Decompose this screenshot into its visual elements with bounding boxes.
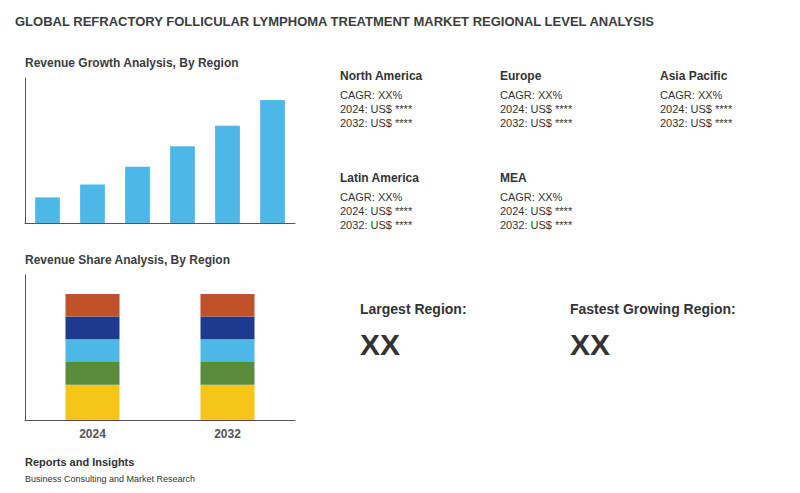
svg-text:2024: US$ ****: 2024: US$ **** [660,103,733,115]
svg-text:Largest Region:: Largest Region: [360,301,467,317]
svg-text:Revenue Share Analysis, By Reg: Revenue Share Analysis, By Region [25,253,230,267]
svg-text:CAGR: XX%: CAGR: XX% [500,191,563,203]
svg-text:Europe: Europe [500,69,542,83]
svg-text:CAGR: XX%: CAGR: XX% [660,89,723,101]
svg-text:Latin America: Latin America [340,171,419,185]
svg-text:Reports and Insights: Reports and Insights [25,456,134,468]
svg-text:2032: US$ ****: 2032: US$ **** [660,117,733,129]
svg-text:CAGR: XX%: CAGR: XX% [340,191,403,203]
svg-text:CAGR: XX%: CAGR: XX% [500,89,563,101]
svg-text:North America: North America [340,69,423,83]
svg-text:2024: US$ ****: 2024: US$ **** [340,103,413,115]
svg-text:Business Consulting and Market: Business Consulting and Market Research [25,474,195,484]
svg-text:2032: US$ ****: 2032: US$ **** [500,219,573,231]
svg-text:XX: XX [360,328,400,361]
svg-text:CAGR: XX%: CAGR: XX% [340,89,403,101]
svg-text:2024: US$ ****: 2024: US$ **** [500,205,573,217]
svg-text:2024: US$ ****: 2024: US$ **** [340,205,413,217]
svg-text:2032: 2032 [214,427,241,441]
svg-text:XX: XX [570,328,610,361]
svg-text:Fastest Growing Region:: Fastest Growing Region: [570,301,736,317]
svg-text:GLOBAL REFRACTORY FOLLICULAR L: GLOBAL REFRACTORY FOLLICULAR LYMPHOMA TR… [15,14,654,29]
svg-text:Revenue Growth Analysis, By Re: Revenue Growth Analysis, By Region [25,56,239,70]
svg-text:MEA: MEA [500,171,527,185]
svg-text:2024: US$ ****: 2024: US$ **** [500,103,573,115]
svg-text:Asia Pacific: Asia Pacific [660,69,728,83]
svg-text:2032: US$ ****: 2032: US$ **** [500,117,573,129]
svg-text:2032: US$ ****: 2032: US$ **** [340,219,413,231]
svg-text:2032: US$ ****: 2032: US$ **** [340,117,413,129]
svg-text:2024: 2024 [79,427,106,441]
